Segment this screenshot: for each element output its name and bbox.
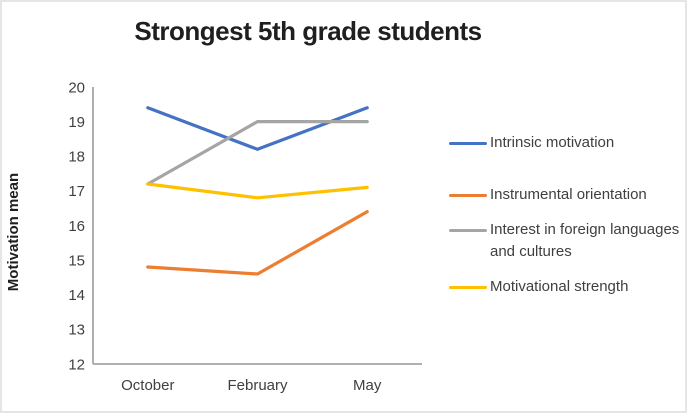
legend-item: Interest in foreign languages and cultur… xyxy=(449,219,681,263)
y-tick-label: 18 xyxy=(68,149,85,166)
legend-line-swatch xyxy=(449,194,487,197)
y-tick-label: 20 xyxy=(68,80,85,96)
legend-label: Interest in foreign languages and cultur… xyxy=(490,221,680,260)
y-tick-label: 12 xyxy=(68,356,85,373)
y-tick-label: 17 xyxy=(68,183,85,200)
x-category-label: February xyxy=(227,377,288,394)
y-tick-label: 15 xyxy=(68,252,85,269)
legend-item: Motivational strength xyxy=(449,276,681,298)
plot-area: 12 13 14 15 16 17 18 19 20 October February May xyxy=(68,80,422,394)
series-line xyxy=(146,210,369,276)
y-tick-label: 14 xyxy=(68,287,85,304)
legend-item: Intrinsic motivation xyxy=(449,132,681,154)
legend-line-swatch xyxy=(449,142,487,145)
series-line xyxy=(146,182,369,200)
legend-line-swatch xyxy=(449,229,487,232)
chart-title: Strongest 5th grade students xyxy=(134,16,482,46)
legend-item: Instrumental orientation xyxy=(449,184,681,206)
y-axis-title: Motivation mean xyxy=(5,172,22,292)
y-tick-label: 19 xyxy=(68,114,85,131)
series-line xyxy=(146,119,369,186)
y-tick-label: 13 xyxy=(68,322,85,339)
x-category-label: October xyxy=(121,377,174,394)
legend-label: Intrinsic motivation xyxy=(490,134,615,151)
legend-line-swatch xyxy=(449,286,487,289)
legend-label: Instrumental orientation xyxy=(490,186,647,203)
series-line xyxy=(146,106,369,151)
legend-label: Motivational strength xyxy=(490,278,629,295)
x-category-label: May xyxy=(353,377,382,394)
y-tick-label: 16 xyxy=(68,218,85,235)
legend: Intrinsic motivation Instrumental orienta… xyxy=(449,132,681,298)
